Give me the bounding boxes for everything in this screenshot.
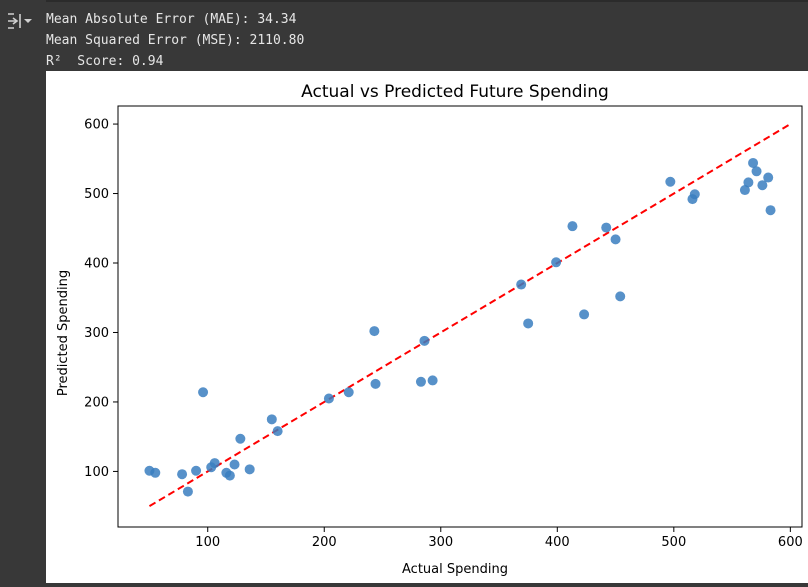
data-point-33 xyxy=(739,185,750,196)
data-point-37 xyxy=(757,180,768,191)
reference-line xyxy=(148,123,791,508)
y-tick-label-600: 600 xyxy=(84,118,109,133)
plot-frame xyxy=(117,105,803,528)
data-point-22 xyxy=(516,279,527,290)
reference-line-layer xyxy=(148,123,791,508)
data-point-19 xyxy=(415,376,426,387)
y-tick-label-200: 200 xyxy=(84,395,109,410)
data-point-38 xyxy=(763,172,774,183)
data-point-32 xyxy=(689,189,700,200)
y-tick-label-300: 300 xyxy=(84,326,109,341)
data-point-30 xyxy=(665,176,676,187)
data-point-21 xyxy=(427,375,438,386)
y-tick-label-500: 500 xyxy=(84,187,109,202)
r2-line: R² Score: 0.94 xyxy=(46,54,164,69)
data-point-23 xyxy=(523,318,534,329)
cell-divider xyxy=(46,0,808,2)
data-point-29 xyxy=(615,291,626,302)
x-tick-label-300: 300 xyxy=(428,535,453,550)
data-point-24 xyxy=(551,257,562,268)
x-tick-label-100: 100 xyxy=(195,535,220,550)
data-point-12 xyxy=(244,464,255,475)
data-point-26 xyxy=(579,309,590,320)
mse-line: Mean Squared Error (MSE): 2110.80 xyxy=(46,33,305,48)
data-point-28 xyxy=(610,234,621,245)
chart-figure: Actual vs Predicted Future Spending Actu… xyxy=(46,71,808,583)
output-collapse-icon[interactable] xyxy=(7,11,33,31)
x-tick-label-200: 200 xyxy=(312,535,337,550)
data-point-11 xyxy=(235,433,246,444)
data-point-7 xyxy=(209,458,220,469)
x-tick-label-600: 600 xyxy=(778,535,803,550)
data-point-25 xyxy=(567,221,578,232)
cell-gutter xyxy=(0,0,46,583)
data-point-14 xyxy=(272,426,283,437)
x-tick-label-500: 500 xyxy=(661,535,686,550)
axes-layer: 100 200 300 400 500 600 100 200 300 400 500 600 xyxy=(84,105,803,550)
data-point-9 xyxy=(224,470,235,481)
y-tick-label-400: 400 xyxy=(84,257,109,272)
data-point-5 xyxy=(198,387,209,398)
data-point-1 xyxy=(150,467,161,478)
data-point-34 xyxy=(743,177,754,188)
data-point-16 xyxy=(343,387,354,398)
data-point-39 xyxy=(765,205,776,216)
data-point-17 xyxy=(369,326,380,337)
scatter-chart: Actual vs Predicted Future Spending Actu… xyxy=(56,82,803,577)
data-point-13 xyxy=(266,414,277,425)
y-tick-label-100: 100 xyxy=(84,465,109,480)
data-point-15 xyxy=(323,393,334,404)
x-axis-label: Actual Spending xyxy=(402,562,508,577)
mae-line: Mean Absolute Error (MAE): 34.34 xyxy=(46,12,297,27)
cell-output-text: Mean Absolute Error (MAE): 34.34 Mean Sq… xyxy=(46,10,808,70)
points-layer xyxy=(144,157,776,497)
data-point-2 xyxy=(177,469,188,480)
data-point-20 xyxy=(419,335,430,346)
data-point-10 xyxy=(229,459,240,470)
chart-title: Actual vs Predicted Future Spending xyxy=(301,82,609,102)
data-point-36 xyxy=(751,166,762,177)
data-point-35 xyxy=(748,157,759,168)
data-point-4 xyxy=(191,465,202,476)
y-axis-label: Predicted Spending xyxy=(56,270,71,396)
data-point-18 xyxy=(370,378,381,389)
data-point-3 xyxy=(182,486,193,497)
data-point-27 xyxy=(601,222,612,233)
x-tick-label-400: 400 xyxy=(545,535,570,550)
